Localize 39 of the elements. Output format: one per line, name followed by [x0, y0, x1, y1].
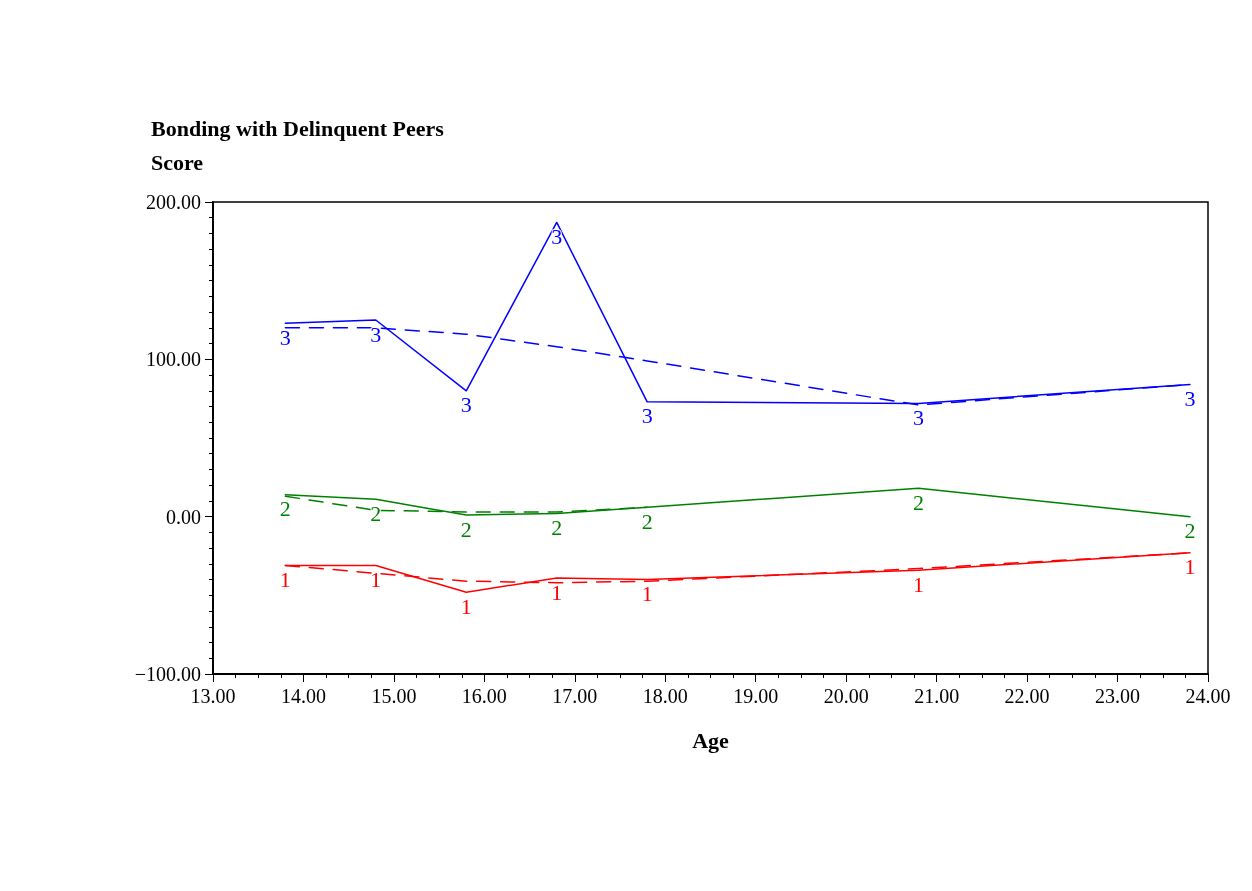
- x-tick-label: 14.00: [280, 685, 326, 707]
- x-tick-label: 16.00: [461, 685, 507, 707]
- x-tick-label: 18.00: [642, 685, 688, 707]
- x-tick-label: 19.00: [733, 685, 779, 707]
- y-tick-label: 200.00: [146, 191, 201, 213]
- series-label: 2: [370, 500, 382, 526]
- text: 1: [913, 571, 925, 597]
- x-tick-label: 15.00: [371, 685, 417, 707]
- text: 1: [551, 579, 563, 605]
- text: 2: [460, 516, 472, 542]
- series-label: 3: [1184, 386, 1196, 412]
- text: 2: [641, 508, 653, 534]
- text: 3: [641, 403, 653, 429]
- x-axis-title: Age: [692, 727, 730, 753]
- text: 2: [1184, 518, 1196, 544]
- text: 2: [913, 489, 925, 515]
- x-tick-label: 24.00: [1185, 685, 1231, 707]
- text: 1: [460, 593, 472, 619]
- text: 1: [1184, 554, 1196, 580]
- y-tick-label: 100.00: [146, 348, 201, 371]
- x-tick-label: 13.00: [190, 685, 236, 707]
- text: 1: [641, 581, 653, 607]
- text: 3: [913, 404, 925, 430]
- series-label: 1: [370, 566, 382, 592]
- text: 1: [279, 566, 291, 592]
- x-tick-label: 17.00: [552, 685, 598, 707]
- text: 3: [551, 223, 563, 249]
- text: 3: [460, 392, 472, 418]
- text: 2: [551, 515, 563, 541]
- x-tick-label: 21.00: [914, 685, 960, 707]
- x-tick-label: 22.00: [1004, 685, 1050, 707]
- x-tick-label: 23.00: [1095, 685, 1141, 707]
- y-tick-label: 0.00: [166, 505, 201, 528]
- y-axis-title: Bonding with Delinquent Peers Score: [151, 115, 445, 175]
- y-tick-label: −100.00: [134, 663, 201, 685]
- text: 3: [279, 324, 291, 350]
- text: 3: [370, 321, 382, 347]
- text: 2: [279, 496, 291, 522]
- x-tick-label: 20.00: [823, 685, 869, 707]
